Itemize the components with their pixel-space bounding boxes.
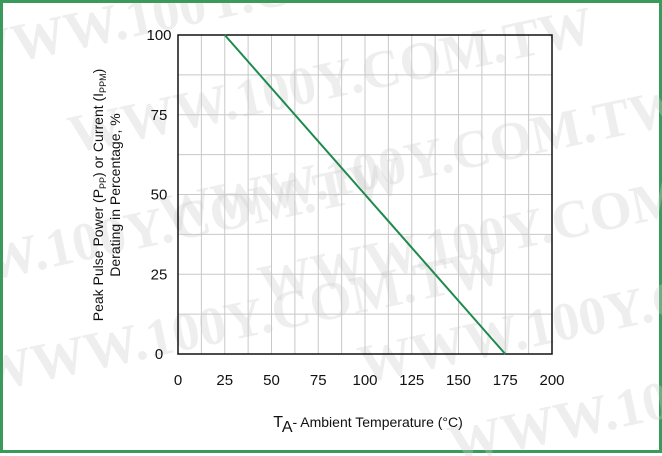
x-tick-label: 0 xyxy=(174,372,182,389)
x-tick-label: 75 xyxy=(310,372,327,389)
y-tick-label: 0 xyxy=(155,346,163,363)
y-axis-title-line1: Peak Pulse Power (PPP) or Current (IPPM) xyxy=(90,69,108,322)
y-tick-label: 100 xyxy=(146,27,171,44)
x-tick-label: 100 xyxy=(352,372,377,389)
y-axis-title-line2: Derating in Percentage, % xyxy=(107,113,123,276)
series-layer xyxy=(223,34,507,355)
y-axis-title: Peak Pulse Power (PPP) or Current (IPPM)… xyxy=(90,69,123,322)
y-tick-labels: 0 25 50 75 100 xyxy=(146,27,171,363)
x-tick-label: 175 xyxy=(493,372,518,389)
x-tick-labels: 0 25 50 75 100 125 150 175 200 xyxy=(174,372,565,389)
derating-chart: WWW.100Y.COM.TWWWW.100Y.COM.TWWWW.100Y.C… xyxy=(3,3,662,456)
y-tick-label: 25 xyxy=(151,266,168,283)
x-tick-label: 25 xyxy=(216,372,233,389)
x-tick-label: 50 xyxy=(263,372,280,389)
y-tick-label: 50 xyxy=(151,187,168,204)
x-tick-label: 200 xyxy=(539,372,564,389)
x-axis-title: TA- Ambient Temperature (°C) xyxy=(273,414,463,436)
derating-line xyxy=(223,34,507,355)
x-tick-label: 125 xyxy=(399,372,424,389)
plot-border xyxy=(177,34,553,355)
x-tick-label: 150 xyxy=(446,372,471,389)
y-tick-label: 75 xyxy=(151,107,168,124)
